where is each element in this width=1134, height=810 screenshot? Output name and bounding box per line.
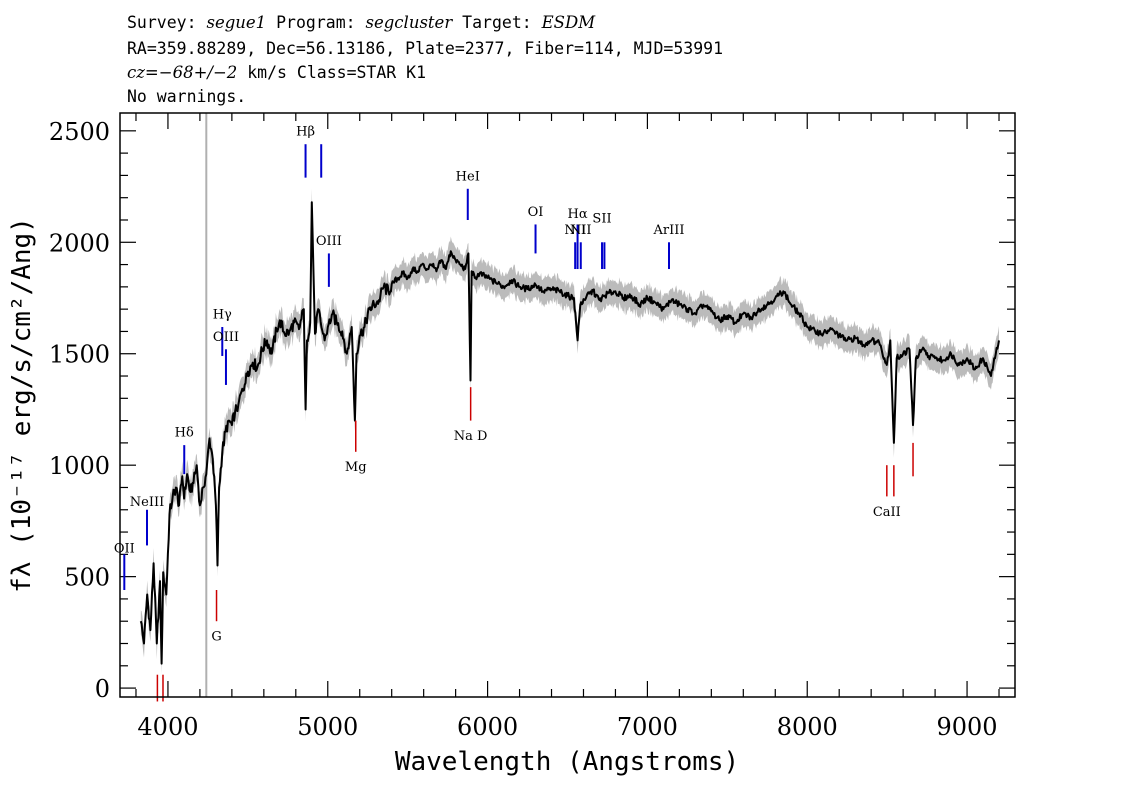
y-tick-label: 1000 xyxy=(49,452,110,480)
emission-line-label: OIII xyxy=(213,330,239,345)
absorption-line-label: CaII xyxy=(873,505,901,520)
error-band xyxy=(140,188,1000,674)
error-band-area xyxy=(140,188,1000,674)
emission-line-label: Hδ xyxy=(175,426,194,441)
spectral-line-markers: OIINeIIIHδHγOIIIHβOIIIHeIOINIIHαNIISIIAr… xyxy=(114,125,914,702)
emission-line-label: ArIII xyxy=(652,223,684,238)
emission-line-label: OIII xyxy=(316,234,342,249)
survey-value: segue1 xyxy=(206,13,267,32)
x-tick-label: 8000 xyxy=(777,713,838,741)
cz-label: cz= xyxy=(127,63,159,82)
y-tick-label: 2500 xyxy=(49,118,110,146)
absorption-line-label: Mg xyxy=(345,460,367,475)
target-value: ESDM xyxy=(541,13,596,32)
emission-line-label: Hβ xyxy=(296,125,315,140)
y-tick-labels: 0 500 1000 1500 2000 2500 xyxy=(49,118,110,703)
header-line-coordinates: RA=359.88289, Dec=56.13186, Plate=2377, … xyxy=(127,39,724,58)
flux-line xyxy=(139,201,1000,665)
y-tick-label: 2000 xyxy=(49,229,110,257)
x-tick-labels: 4000 5000 6000 7000 8000 9000 xyxy=(137,713,997,741)
absorption-line-label: G xyxy=(211,630,221,645)
x-tick-label: 5000 xyxy=(297,713,358,741)
emission-line-label: Hγ xyxy=(213,308,232,323)
y-tick-label: 500 xyxy=(64,564,110,592)
header-line-redshift: cz=−68+/−2 km/s Class=STAR K1 xyxy=(127,63,426,83)
emission-line-label: NII xyxy=(570,223,592,238)
flux-series xyxy=(139,201,1000,665)
y-axis-title: fλ (10⁻¹⁷ erg/s/cm²/Ang) xyxy=(7,217,37,593)
y-tick-label: 1500 xyxy=(49,341,110,369)
class-text: km/s Class=STAR K1 xyxy=(237,63,427,82)
x-tick-label: 4000 xyxy=(137,713,198,741)
emission-line-label: Hα xyxy=(568,207,588,222)
header-line-warnings: No warnings. xyxy=(127,87,247,106)
x-tick-label: 6000 xyxy=(457,713,518,741)
emission-line-label: NII xyxy=(564,223,586,238)
emission-line-label: NeIII xyxy=(130,495,164,510)
axis-ticks xyxy=(120,113,1015,697)
emission-line-label: HeI xyxy=(456,169,480,184)
program-value: segcluster xyxy=(365,13,453,32)
x-axis-title: Wavelength (Angstroms) xyxy=(395,747,739,777)
header-line-survey: Survey: segue1 Program: segcluster Targe… xyxy=(127,13,596,32)
emission-line-label: SII xyxy=(592,212,611,227)
x-tick-label: 7000 xyxy=(617,713,678,741)
cz-value: −68+/−2 xyxy=(158,63,238,82)
absorption-line-label: Na D xyxy=(454,429,488,444)
x-tick-label: 9000 xyxy=(937,713,998,741)
emission-line-label: OI xyxy=(528,205,544,220)
emission-line-label: OII xyxy=(114,542,135,557)
plot-frame xyxy=(119,112,1016,698)
y-tick-label: 0 xyxy=(95,675,110,703)
